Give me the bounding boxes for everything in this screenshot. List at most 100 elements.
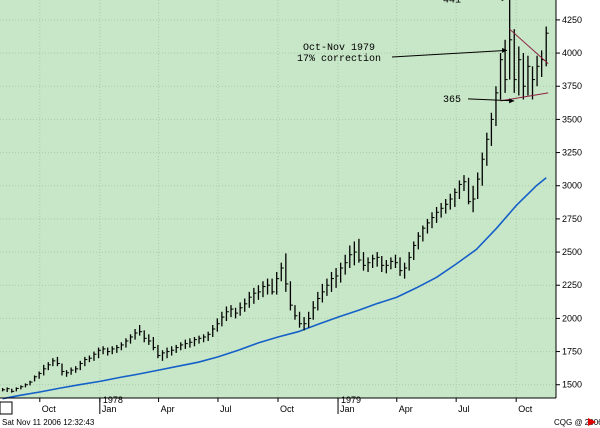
price-bar: [472, 185, 476, 213]
price-bar: [458, 180, 462, 199]
price-bar: [166, 347, 170, 359]
price-bar: [56, 356, 60, 367]
price-bar: [6, 387, 10, 393]
price-bar: [239, 302, 243, 316]
y-tick-label: 3250: [562, 148, 582, 158]
x-tick-label: Oct: [280, 404, 295, 414]
price-bar: [189, 338, 193, 348]
y-tick-label: 3000: [562, 181, 582, 191]
price-bar: [298, 311, 303, 328]
price-bar: [545, 26, 549, 67]
price-bar: [38, 371, 42, 379]
price-bar: [175, 344, 179, 353]
year-label: 1978: [103, 395, 123, 405]
price-bar: [536, 55, 540, 87]
x-tick-label: Apr: [161, 404, 175, 414]
price-bar: [394, 254, 398, 268]
price-bar: [157, 344, 161, 359]
y-tick-label: 2750: [562, 214, 582, 224]
price-bar: [367, 257, 371, 272]
price-bar: [234, 307, 239, 319]
low-arrow: [467, 98, 515, 102]
y-tick-label: 2500: [562, 247, 582, 257]
price-bar: [454, 188, 458, 207]
price-bar: [202, 334, 207, 343]
price-bar: [262, 281, 266, 298]
moving-average-line: [2, 177, 547, 400]
price-bar: [371, 254, 376, 268]
price-bar: [344, 254, 348, 275]
price-bar: [317, 291, 321, 311]
y-tick-label: 4250: [562, 15, 582, 25]
price-bar: [20, 385, 24, 390]
price-bar: [294, 305, 298, 320]
x-tick-label: Jul: [220, 404, 232, 414]
low-annotation: 365: [443, 95, 461, 106]
trendline: [509, 28, 549, 65]
price-bar: [120, 342, 124, 351]
price-bar: [125, 338, 129, 348]
price-bar: [486, 132, 490, 166]
price-bar: [84, 356, 88, 367]
footer-timestamp: Sat Nov 11 2006 12:32:43: [2, 418, 95, 427]
price-bar: [15, 387, 19, 392]
price-bar: [504, 39, 508, 93]
price-bar: [29, 380, 33, 386]
price-bar: [385, 260, 389, 274]
price-bar: [477, 172, 481, 199]
price-bar: [339, 262, 344, 283]
price-bar: [280, 262, 284, 282]
price-bar: [116, 344, 120, 353]
price-bar: [308, 311, 312, 328]
y-tick-label: 4000: [562, 48, 582, 58]
price-bar: [148, 334, 152, 345]
price-bar: [11, 388, 15, 393]
price-bar: [180, 342, 184, 351]
x-tick-label: Jan: [102, 404, 117, 414]
price-bar: [527, 55, 531, 96]
price-bar: [129, 334, 134, 344]
price-bar: [24, 383, 28, 388]
price-bar: [47, 362, 51, 371]
y-tick-label: 3500: [562, 114, 582, 124]
price-bar: [413, 241, 417, 261]
price-bar: [376, 252, 380, 267]
price-bar: [422, 225, 426, 242]
price-bar: [531, 66, 536, 100]
price-bar: [75, 366, 79, 373]
year-label: 1979: [341, 395, 361, 405]
price-bar: [88, 355, 92, 363]
price-bar: [65, 370, 70, 377]
correction-arrow: [391, 49, 508, 58]
price-bar: [335, 267, 339, 288]
trendlines: [500, 28, 549, 102]
price-bar: [134, 329, 138, 340]
scroll-box[interactable]: [0, 401, 13, 415]
y-tick-label: 2000: [562, 313, 582, 323]
y-tick-label: 1500: [562, 380, 582, 390]
peak-annotation: 441: [443, 0, 461, 7]
correction-title: Oct-Nov 1979: [303, 43, 375, 54]
price-bar: [499, 53, 504, 100]
price-bar: [445, 199, 449, 214]
scroll-right-arrow-icon[interactable]: [588, 418, 596, 426]
price-bar: [33, 375, 38, 382]
x-tick-label: Oct: [518, 404, 533, 414]
correction-subtitle: 17% correction: [297, 53, 381, 65]
price-bar: [481, 152, 485, 186]
y-tick-label: 1750: [562, 347, 582, 357]
price-bar: [440, 202, 444, 218]
price-bar: [193, 336, 197, 347]
price-bar: [431, 212, 435, 229]
price-bar: [362, 252, 366, 271]
price-bar: [216, 318, 220, 332]
price-bar: [52, 358, 56, 367]
price-bar: [495, 86, 499, 127]
moving-average: [2, 177, 547, 400]
price-bar: [207, 331, 211, 341]
price-bar: [326, 278, 330, 296]
price-bar: [143, 330, 147, 343]
price-bar: [248, 291, 252, 308]
